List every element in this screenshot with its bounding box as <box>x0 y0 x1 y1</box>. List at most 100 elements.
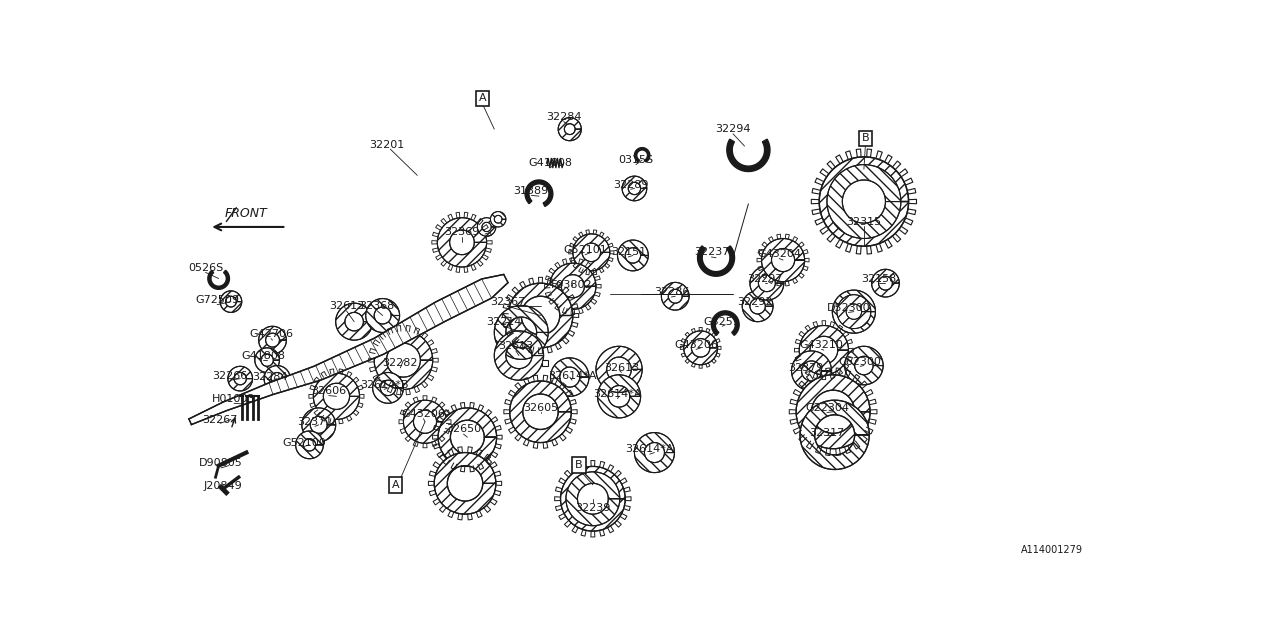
Text: 32286: 32286 <box>654 287 689 298</box>
Text: 32614*B: 32614*B <box>360 380 408 390</box>
Text: G43210: G43210 <box>800 340 844 349</box>
Polygon shape <box>374 331 433 389</box>
Polygon shape <box>635 148 650 162</box>
Polygon shape <box>477 218 495 236</box>
Polygon shape <box>314 373 360 419</box>
Polygon shape <box>799 326 849 375</box>
Polygon shape <box>750 266 783 300</box>
Text: 32605: 32605 <box>524 403 558 413</box>
Text: 0526S: 0526S <box>188 263 223 273</box>
Text: 32614*A: 32614*A <box>626 444 675 454</box>
Polygon shape <box>712 311 739 335</box>
Polygon shape <box>494 305 548 360</box>
Polygon shape <box>819 157 909 246</box>
Text: A114001279: A114001279 <box>1021 545 1083 555</box>
Polygon shape <box>872 269 900 297</box>
Text: 32282: 32282 <box>383 358 419 368</box>
Text: 32613: 32613 <box>329 301 364 311</box>
Text: G43206: G43206 <box>675 340 718 349</box>
Text: 32237: 32237 <box>694 247 730 257</box>
Polygon shape <box>800 400 869 470</box>
Text: 32367: 32367 <box>490 296 525 307</box>
Text: 32369: 32369 <box>444 227 480 237</box>
Polygon shape <box>617 240 648 271</box>
Text: 32315: 32315 <box>846 216 882 227</box>
Polygon shape <box>189 275 508 424</box>
Polygon shape <box>228 366 252 391</box>
Polygon shape <box>566 472 620 525</box>
Polygon shape <box>490 212 506 227</box>
Polygon shape <box>827 164 901 239</box>
Text: J20849: J20849 <box>204 481 242 492</box>
Polygon shape <box>558 118 581 141</box>
Polygon shape <box>662 282 689 310</box>
Polygon shape <box>561 467 625 531</box>
Text: 32317: 32317 <box>809 428 845 438</box>
Text: 0315S: 0315S <box>618 155 654 165</box>
Text: G52100: G52100 <box>282 438 326 448</box>
Polygon shape <box>573 234 609 271</box>
Text: FRONT: FRONT <box>225 207 268 220</box>
Polygon shape <box>403 400 447 444</box>
Polygon shape <box>438 218 486 267</box>
Polygon shape <box>796 375 870 449</box>
Text: H01003: H01003 <box>212 394 256 404</box>
Polygon shape <box>508 283 573 348</box>
Polygon shape <box>549 263 596 309</box>
Polygon shape <box>259 326 287 354</box>
Polygon shape <box>220 291 242 312</box>
Text: D90805: D90805 <box>200 458 243 468</box>
Text: B: B <box>575 460 582 470</box>
Text: G3251: G3251 <box>704 317 741 326</box>
Polygon shape <box>372 372 403 403</box>
Text: 32371: 32371 <box>297 417 333 427</box>
Text: G72509: G72509 <box>195 295 239 305</box>
Text: 32294: 32294 <box>716 124 751 134</box>
Text: 32614*A: 32614*A <box>593 389 641 399</box>
Text: 32289: 32289 <box>613 180 649 189</box>
Text: 32368: 32368 <box>360 301 396 311</box>
Text: D52300: D52300 <box>827 303 870 313</box>
Polygon shape <box>762 239 805 282</box>
Text: 32239: 32239 <box>575 503 611 513</box>
Polygon shape <box>438 408 497 467</box>
Bar <box>541 360 548 366</box>
Text: G42706: G42706 <box>250 329 293 339</box>
Polygon shape <box>598 375 640 418</box>
Polygon shape <box>335 303 372 340</box>
Polygon shape <box>207 270 229 289</box>
Text: 32292: 32292 <box>737 296 772 307</box>
Text: 32284: 32284 <box>252 372 287 382</box>
Polygon shape <box>596 346 643 392</box>
Text: G43206: G43206 <box>402 409 445 419</box>
Polygon shape <box>550 358 589 396</box>
Polygon shape <box>832 290 876 333</box>
Polygon shape <box>366 299 399 332</box>
Text: 32614*A: 32614*A <box>548 371 596 381</box>
Text: B: B <box>861 133 869 143</box>
Polygon shape <box>791 351 832 391</box>
Text: 32613: 32613 <box>604 363 639 373</box>
Text: C62300: C62300 <box>838 356 882 367</box>
Polygon shape <box>684 331 718 365</box>
Polygon shape <box>698 246 735 276</box>
Text: 32267: 32267 <box>202 415 238 425</box>
Text: G41808: G41808 <box>529 158 572 168</box>
Text: 32297: 32297 <box>748 273 783 284</box>
Text: 31389: 31389 <box>513 186 549 196</box>
Polygon shape <box>264 365 291 392</box>
Polygon shape <box>845 346 883 385</box>
Polygon shape <box>434 452 495 514</box>
Text: 32613: 32613 <box>498 341 534 351</box>
Text: G52101: G52101 <box>563 245 607 255</box>
Text: 32151: 32151 <box>611 247 646 257</box>
Text: A: A <box>392 480 399 490</box>
Polygon shape <box>727 139 771 172</box>
Text: F03802: F03802 <box>550 280 593 290</box>
Polygon shape <box>509 381 571 442</box>
Text: G22304: G22304 <box>805 403 849 413</box>
Polygon shape <box>742 291 773 322</box>
Polygon shape <box>494 331 544 380</box>
Text: 32158: 32158 <box>861 273 897 284</box>
Text: 32266: 32266 <box>212 371 248 381</box>
